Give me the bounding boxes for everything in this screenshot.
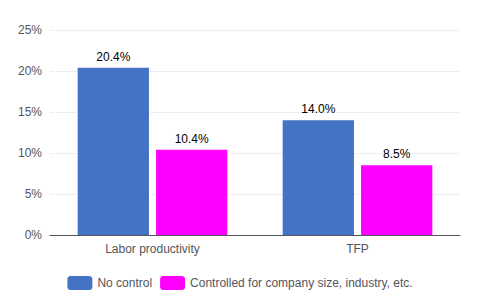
- svg-text:Labor productivity: Labor productivity: [105, 242, 200, 256]
- svg-text:Controlled for company size, i: Controlled for company size, industry, e…: [190, 276, 413, 290]
- svg-text:15%: 15%: [18, 105, 42, 119]
- svg-text:20%: 20%: [18, 64, 42, 78]
- svg-text:10%: 10%: [18, 146, 42, 160]
- svg-text:14.0%: 14.0%: [301, 102, 335, 116]
- svg-text:No control: No control: [97, 276, 152, 290]
- svg-text:0%: 0%: [25, 228, 43, 242]
- svg-text:8.5%: 8.5%: [383, 147, 411, 161]
- svg-text:25%: 25%: [18, 23, 42, 37]
- svg-text:20.4%: 20.4%: [96, 50, 130, 64]
- svg-text:5%: 5%: [25, 187, 43, 201]
- svg-text:10.4%: 10.4%: [175, 132, 209, 146]
- svg-text:TFP: TFP: [346, 242, 369, 256]
